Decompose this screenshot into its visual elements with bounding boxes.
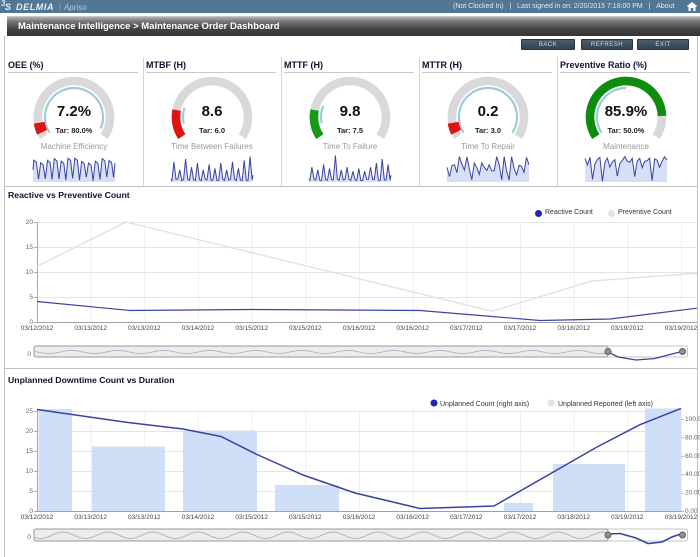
svg-text:0: 0 — [29, 508, 33, 515]
svg-text:03/12/2012: 03/12/2012 — [21, 325, 54, 332]
svg-text:15: 15 — [26, 244, 34, 251]
svg-text:03/19/2012: 03/19/2012 — [665, 325, 698, 332]
svg-text:03/19/2012: 03/19/2012 — [665, 514, 698, 521]
svg-text:03/14/2012: 03/14/2012 — [182, 325, 215, 332]
svg-text:03/14/2012: 03/14/2012 — [182, 514, 215, 521]
svg-text:Unplanned Count (right axis): Unplanned Count (right axis) — [440, 401, 529, 408]
svg-text:03/13/2012: 03/13/2012 — [128, 514, 161, 521]
svg-text:15: 15 — [26, 448, 34, 455]
svg-text:0.00: 0.00 — [685, 508, 698, 515]
svg-text:0: 0 — [29, 319, 33, 326]
svg-text:0: 0 — [27, 534, 31, 541]
svg-text:03/19/2012: 03/19/2012 — [611, 514, 644, 521]
svg-text:03/19/2012: 03/19/2012 — [611, 325, 644, 332]
svg-text:03/13/2012: 03/13/2012 — [128, 325, 161, 332]
svg-text:03/17/2012: 03/17/2012 — [504, 514, 537, 521]
svg-text:Unplanned Downtime Count vs Du: Unplanned Downtime Count vs Duration — [8, 375, 175, 385]
svg-text:03/16/2012: 03/16/2012 — [343, 325, 376, 332]
svg-text:80.00k: 80.00k — [685, 434, 700, 441]
svg-text:20.00k: 20.00k — [685, 490, 700, 497]
svg-text:03/16/2012: 03/16/2012 — [396, 514, 429, 521]
svg-text:60.00k: 60.00k — [685, 453, 700, 460]
svg-text:Unplanned Reported (left axis): Unplanned Reported (left axis) — [558, 401, 653, 408]
svg-text:03/18/2012: 03/18/2012 — [557, 514, 590, 521]
svg-text:03/17/2012: 03/17/2012 — [504, 325, 537, 332]
svg-text:03/13/2012: 03/13/2012 — [74, 325, 107, 332]
svg-text:03/16/2012: 03/16/2012 — [396, 325, 429, 332]
svg-text:0: 0 — [27, 351, 31, 358]
svg-text:03/15/2012: 03/15/2012 — [235, 325, 268, 332]
svg-text:03/15/2012: 03/15/2012 — [289, 325, 322, 332]
svg-text:03/17/2012: 03/17/2012 — [450, 325, 483, 332]
svg-text:5: 5 — [29, 294, 33, 301]
svg-text:03/12/2012: 03/12/2012 — [21, 514, 54, 521]
svg-text:20: 20 — [26, 428, 34, 435]
svg-text:03/18/2012: 03/18/2012 — [557, 325, 590, 332]
svg-text:03/17/2012: 03/17/2012 — [450, 514, 483, 521]
svg-text:03/13/2012: 03/13/2012 — [74, 514, 107, 521]
svg-text:03/15/2012: 03/15/2012 — [289, 514, 322, 521]
svg-text:10: 10 — [26, 269, 34, 276]
svg-text:100.0k: 100.0k — [685, 416, 700, 423]
svg-text:20: 20 — [26, 219, 34, 226]
svg-text:03/15/2012: 03/15/2012 — [235, 514, 268, 521]
svg-text:03/16/2012: 03/16/2012 — [343, 514, 376, 521]
svg-text:25: 25 — [26, 408, 34, 415]
svg-text:40.00k: 40.00k — [685, 471, 700, 478]
svg-text:5: 5 — [29, 488, 33, 495]
svg-text:10: 10 — [26, 468, 34, 475]
